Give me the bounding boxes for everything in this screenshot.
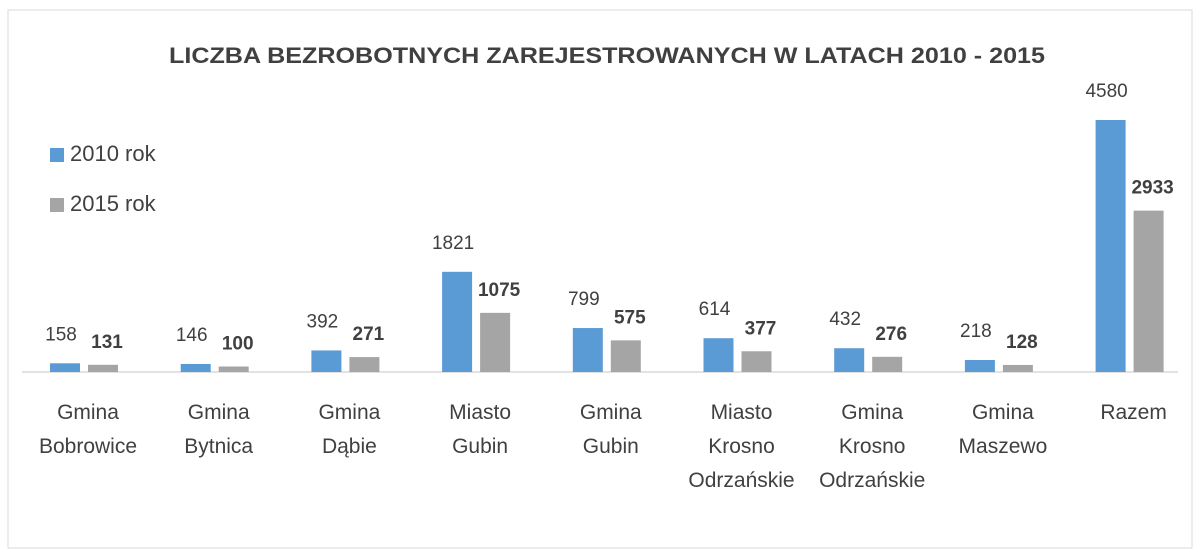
data-label: 146	[176, 325, 208, 346]
data-label: 100	[222, 334, 254, 355]
bar	[311, 350, 342, 372]
x-tick-label: Gmina Krosno Odrzańskie	[819, 401, 925, 492]
bar	[88, 364, 118, 372]
x-tick-label: Gmina Bobrowice	[39, 401, 137, 458]
data-label: 2933	[1131, 178, 1173, 199]
x-tick-label-line: Gmina	[972, 401, 1034, 424]
bar	[1002, 364, 1033, 372]
legend-swatch	[50, 198, 64, 212]
legend-label: 2010 rok	[70, 141, 157, 166]
bar	[872, 356, 903, 372]
bar	[442, 271, 473, 372]
x-tick-label-line: Gmina	[318, 401, 380, 424]
data-label: 575	[614, 307, 646, 328]
x-tick-label: Miasto Krosno Odrzańskie	[688, 401, 794, 492]
bar	[964, 360, 995, 372]
x-tick-label-line: Bytnica	[184, 435, 253, 458]
legend-label: 2015 rok	[70, 191, 157, 216]
chart-title: LICZBA BEZROBOTNYCH ZAREJESTROWANYCH W L…	[169, 43, 1045, 68]
legend-swatch	[50, 148, 64, 162]
x-tick-label-line: Krosno	[839, 435, 906, 458]
x-tick-label: Gmina Bytnica	[184, 401, 253, 458]
x-tick-label-line: Gubin	[452, 435, 508, 458]
x-tick-label: Gmina Maszewo	[959, 401, 1048, 458]
x-tick-label: Razem	[1100, 401, 1167, 424]
bar	[834, 348, 865, 372]
x-tick-label-line: Gmina	[188, 401, 250, 424]
data-label: 1075	[478, 280, 521, 301]
data-label: 271	[353, 324, 385, 345]
bar	[218, 366, 249, 372]
x-tick-label-line: Miasto	[711, 401, 773, 424]
chart-border	[7, 9, 1193, 549]
bar	[703, 338, 734, 372]
data-label: 1821	[432, 233, 474, 254]
bar	[610, 340, 641, 372]
x-tick-label: Miasto Gubin	[449, 401, 511, 458]
x-tick-label-line: Bobrowice	[39, 435, 137, 458]
bar	[1095, 120, 1126, 372]
x-tick-label-line: Maszewo	[959, 435, 1048, 458]
x-tick-label-line: Miasto	[449, 401, 511, 424]
bar	[741, 351, 772, 372]
data-label: 276	[875, 324, 907, 345]
bar	[349, 357, 380, 372]
data-label: 432	[829, 309, 861, 330]
data-label: 4580	[1085, 81, 1127, 102]
x-tick-label-line: Odrzańskie	[688, 469, 794, 492]
x-tick-label: Gmina Dąbie	[318, 401, 380, 458]
data-label: 614	[699, 299, 731, 320]
data-label: 377	[745, 318, 777, 339]
data-label: 158	[45, 324, 77, 345]
data-label: 128	[1006, 332, 1038, 353]
bar	[50, 363, 80, 372]
data-label: 131	[91, 332, 123, 353]
x-tick-label-line: Gubin	[583, 435, 639, 458]
x-tick-label-line: Dąbie	[322, 435, 377, 458]
x-tick-label-line: Razem	[1100, 401, 1167, 424]
x-tick-label-line: Gmina	[841, 401, 903, 424]
bar	[180, 363, 211, 372]
x-tick-label-line: Krosno	[708, 435, 775, 458]
data-label: 218	[960, 321, 992, 342]
x-tick-label-line: Gmina	[57, 401, 119, 424]
bar	[480, 312, 511, 372]
x-tick-label: Gmina Gubin	[580, 401, 642, 458]
x-tick-label-line: Odrzańskie	[819, 469, 925, 492]
data-label: 799	[568, 289, 600, 310]
x-tick-label-line: Gmina	[580, 401, 642, 424]
data-label: 392	[307, 311, 339, 332]
bar	[1133, 210, 1164, 372]
bar	[572, 328, 603, 372]
